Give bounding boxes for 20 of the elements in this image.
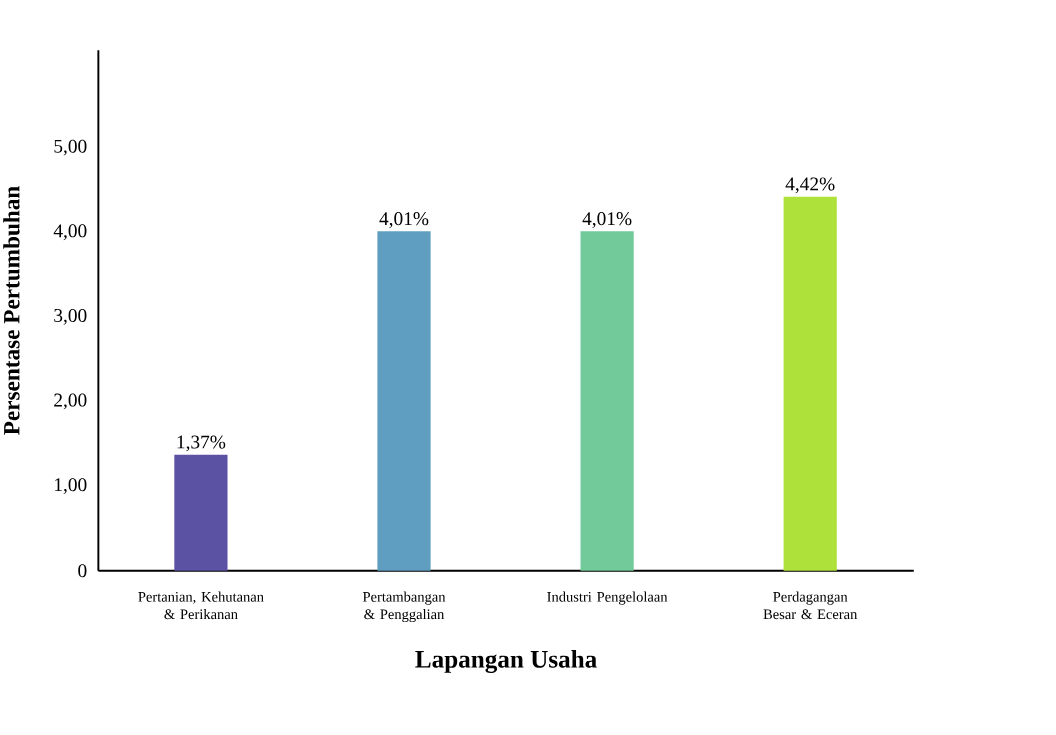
data-label: 4,01% (582, 212, 632, 228)
y-tick-label: 2,00 (54, 393, 87, 410)
x-tick-label: Perdagangan Besar & Eceran (763, 591, 858, 620)
x-tick-label: Pertambangan & Penggalian (362, 591, 446, 623)
data-label: 1,37% (177, 435, 226, 452)
x-tick-label: Industri Pengelolaan (547, 591, 668, 605)
bar (580, 231, 634, 571)
y-axis-title: Persentase Pertumbuhan (3, 186, 20, 435)
y-tick-label: 5,00 (54, 139, 87, 156)
y-tick-label: 3,00 (54, 308, 87, 325)
bar (377, 231, 431, 571)
x-tick-label: Pertanian, Kehutanan & Perikanan (138, 591, 264, 620)
y-tick-label: 4,00 (53, 224, 87, 241)
bar (783, 196, 837, 571)
data-label: 4,01% (379, 212, 429, 228)
y-tick-label: 0 (78, 564, 87, 578)
y-tick-label: 1,00 (55, 478, 87, 494)
x-axis-title: Lapangan Usaha (415, 649, 597, 673)
data-label: 4,42% (785, 177, 835, 194)
bar (174, 454, 228, 571)
